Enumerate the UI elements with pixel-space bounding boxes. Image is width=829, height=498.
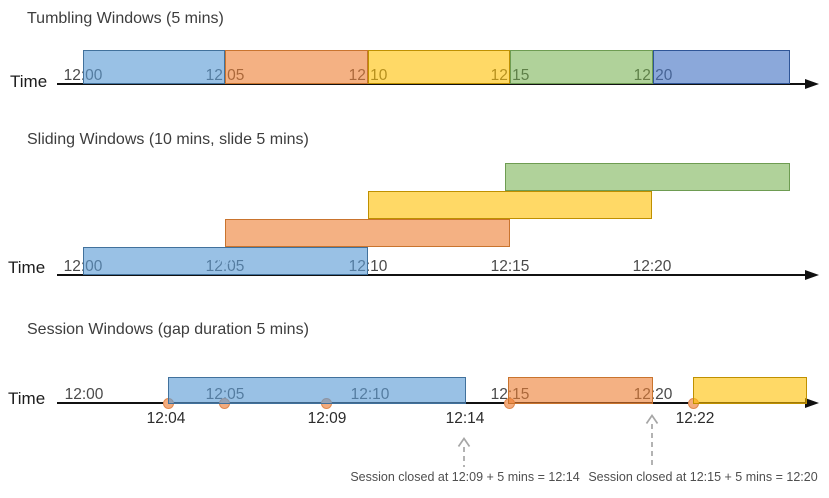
session-event-time-label: 12:14	[445, 410, 485, 427]
tumbling-axis-arrow-icon	[805, 78, 819, 89]
tumbling-section-title: Tumbling Windows (5 mins)	[27, 10, 224, 27]
sliding-time-label: Time	[8, 258, 46, 277]
session-window-w2	[508, 377, 653, 404]
session-time-label: Time	[8, 389, 46, 408]
tumbling-window-w1	[83, 50, 225, 84]
session-section-title: Session Windows (gap duration 5 mins)	[27, 321, 309, 338]
tumbling-window-w4	[510, 50, 653, 84]
sliding-window-w3	[368, 191, 652, 219]
session-window-w3	[693, 377, 807, 404]
session-event-time-label: 12:22	[675, 410, 715, 427]
sliding-window-w1	[83, 247, 368, 275]
session-tick-label: 12:00	[64, 386, 104, 403]
session-closed-caption: Session closed at 12:15 + 5 mins = 12:20	[588, 470, 818, 484]
sliding-axis-arrow-icon	[805, 269, 819, 280]
tumbling-window-w3	[368, 50, 510, 84]
session-closed-arrow-icon	[457, 437, 471, 467]
session-event-time-label: 12:09	[307, 410, 347, 427]
sliding-tick-label: 12:15	[490, 258, 530, 275]
sliding-window-w4	[505, 163, 790, 191]
session-closed-arrow-icon	[645, 414, 659, 467]
sliding-window-w2	[225, 219, 510, 247]
session-event-time-label: 12:04	[146, 410, 186, 427]
tumbling-window-w5	[653, 50, 790, 84]
tumbling-time-label: Time	[10, 72, 48, 91]
session-window-w1	[168, 377, 466, 404]
sliding-section-title: Sliding Windows (10 mins, slide 5 mins)	[27, 131, 309, 148]
session-axis-arrow-icon	[805, 397, 819, 408]
sliding-time-axis	[57, 273, 806, 277]
tumbling-window-w2	[225, 50, 368, 84]
sliding-tick-label: 12:20	[632, 258, 672, 275]
session-closed-caption: Session closed at 12:09 + 5 mins = 12:14	[350, 470, 580, 484]
